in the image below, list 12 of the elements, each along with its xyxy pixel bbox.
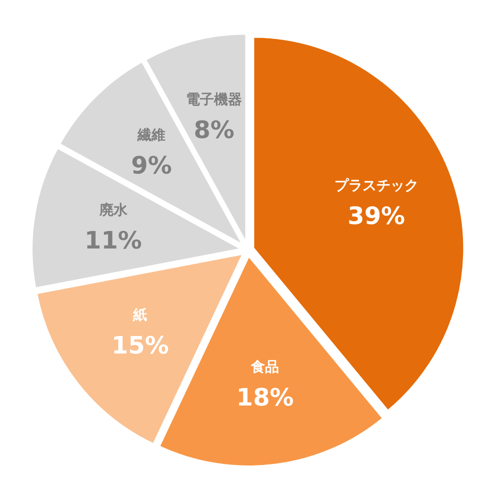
slice-label: 電子機器 bbox=[186, 92, 242, 108]
slice-label: 食品 bbox=[250, 359, 280, 376]
data-label: 9% bbox=[131, 152, 172, 180]
slice-label: 繊維 bbox=[136, 128, 166, 144]
data-label: 39% bbox=[348, 202, 406, 230]
data-label: 11% bbox=[84, 226, 142, 255]
data-label: 15% bbox=[111, 332, 169, 360]
slice-label: 廃水 bbox=[98, 202, 128, 219]
data-label: 18% bbox=[236, 383, 294, 412]
slice-label: 紙 bbox=[132, 308, 148, 324]
data-label: 8% bbox=[194, 116, 234, 144]
slice-label: プラスチック bbox=[334, 176, 418, 194]
